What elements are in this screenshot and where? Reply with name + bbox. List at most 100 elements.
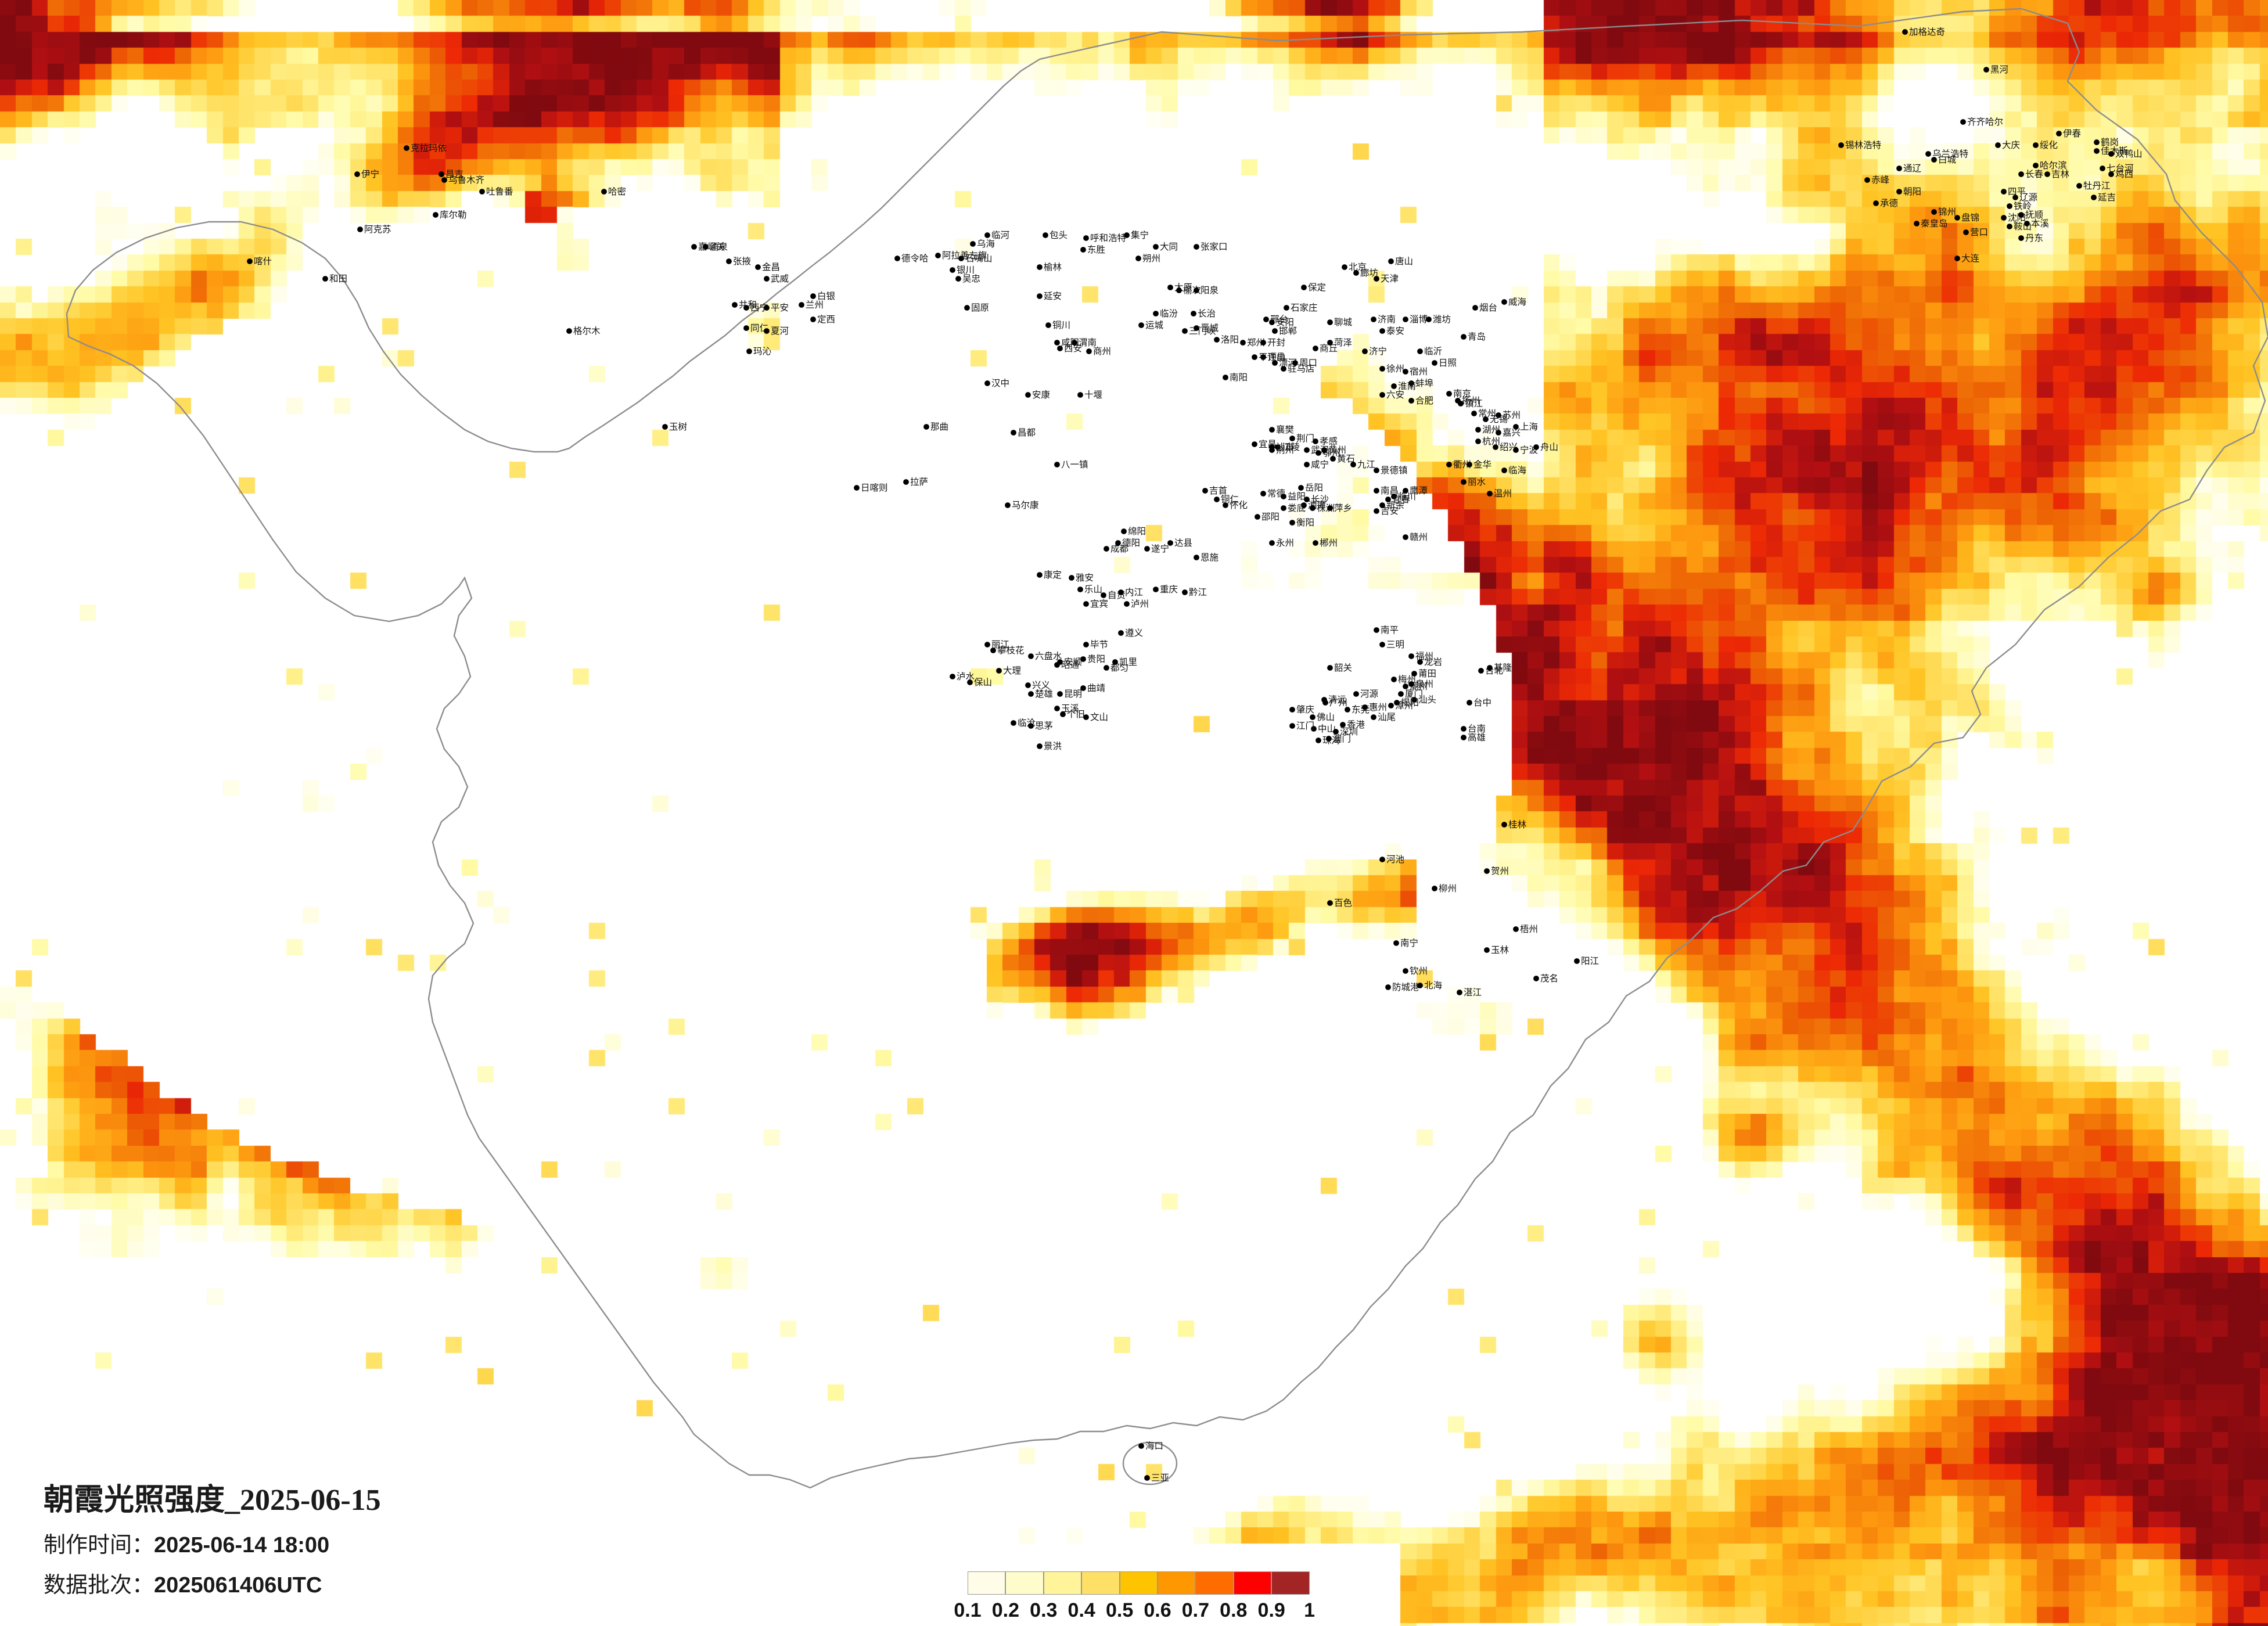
svg-text:舟山: 舟山 (1540, 442, 1558, 452)
svg-text:临汾: 临汾 (1160, 308, 1178, 319)
svg-text:周口: 周口 (1299, 358, 1317, 368)
svg-text:拉萨: 拉萨 (910, 477, 928, 487)
svg-text:合肥: 合肥 (1415, 395, 1433, 406)
svg-text:阿拉善左旗: 阿拉善左旗 (942, 250, 987, 261)
svg-text:杭州: 杭州 (1482, 436, 1500, 447)
svg-text:湛江: 湛江 (1464, 987, 1482, 998)
svg-text:延安: 延安 (1044, 291, 1062, 301)
svg-text:铜川: 铜川 (1052, 320, 1070, 330)
svg-text:三门峡: 三门峡 (1189, 326, 1216, 336)
svg-text:吉安: 吉安 (1381, 506, 1399, 516)
svg-text:商州: 商州 (1093, 346, 1111, 357)
svg-text:廊坊: 廊坊 (1360, 268, 1378, 278)
svg-text:烟台: 烟台 (1479, 303, 1497, 313)
svg-text:九江: 九江 (1357, 459, 1375, 470)
svg-text:重庆: 重庆 (1160, 584, 1178, 595)
svg-text:加格达奇: 加格达奇 (1909, 27, 1945, 37)
svg-text:日照: 日照 (1439, 358, 1457, 368)
svg-text:咸宁: 咸宁 (1311, 459, 1329, 470)
svg-text:三亚: 三亚 (1151, 1473, 1169, 1483)
svg-text:榆林: 榆林 (1044, 262, 1062, 272)
svg-text:马尔康: 马尔康 (1012, 500, 1039, 510)
svg-text:吉林: 吉林 (2051, 169, 2070, 179)
svg-text:蚌埠: 蚌埠 (1415, 378, 1433, 388)
svg-text:泸水: 泸水 (957, 671, 975, 682)
svg-text:青岛: 青岛 (1468, 332, 1486, 342)
svg-text:乌鲁木齐: 乌鲁木齐 (448, 175, 484, 185)
svg-text:梧州: 梧州 (1520, 924, 1538, 934)
svg-text:大连: 大连 (1961, 253, 1980, 264)
svg-text:南宁: 南宁 (1400, 938, 1418, 948)
svg-text:淄博: 淄博 (1410, 314, 1428, 325)
svg-text:昆明: 昆明 (1064, 689, 1082, 699)
svg-text:黔江: 黔江 (1189, 587, 1207, 598)
svg-text:唐山: 唐山 (1395, 256, 1413, 267)
svg-text:临河: 临河 (991, 230, 1009, 240)
svg-text:个旧: 个旧 (1067, 709, 1085, 720)
svg-text:武威: 武威 (771, 274, 789, 284)
svg-text:齐齐哈尔: 齐齐哈尔 (1967, 117, 2003, 127)
svg-text:德阳: 德阳 (1122, 538, 1140, 548)
svg-text:台中: 台中 (1473, 697, 1491, 708)
svg-text:长治: 长治 (1198, 308, 1216, 319)
svg-text:温州: 温州 (1494, 488, 1512, 499)
svg-text:赣州: 赣州 (1410, 532, 1428, 542)
svg-text:共和: 共和 (739, 300, 757, 310)
svg-text:威海: 威海 (1508, 297, 1526, 307)
svg-text:济宁: 济宁 (1369, 346, 1387, 357)
svg-text:衢州: 衢州 (1453, 459, 1471, 470)
svg-text:乐山: 乐山 (1084, 584, 1102, 595)
svg-text:佛山: 佛山 (1317, 712, 1335, 722)
svg-text:临沂: 临沂 (1424, 346, 1442, 357)
svg-text:吴忠: 吴忠 (962, 274, 980, 284)
svg-text:大庆: 大庆 (2002, 140, 2020, 150)
svg-text:思茅: 思茅 (1035, 721, 1053, 731)
svg-text:韶关: 韶关 (1334, 663, 1352, 673)
svg-text:锡林浩特: 锡林浩特 (1845, 140, 1881, 150)
svg-text:固原: 固原 (971, 303, 989, 313)
svg-text:北海: 北海 (1424, 980, 1442, 991)
svg-text:贺州: 贺州 (1491, 866, 1509, 876)
svg-text:曲靖: 曲靖 (1087, 683, 1105, 693)
svg-text:保山: 保山 (974, 677, 992, 688)
svg-text:福州: 福州 (1415, 651, 1433, 661)
svg-text:那曲: 那曲 (930, 422, 948, 432)
svg-text:包头: 包头 (1049, 230, 1067, 240)
svg-text:承德: 承德 (1880, 198, 1898, 208)
svg-text:绥化: 绥化 (2040, 140, 2058, 150)
svg-text:牡丹江: 牡丹江 (2083, 181, 2111, 191)
svg-text:衡阳: 衡阳 (1296, 517, 1314, 528)
svg-text:萍乡: 萍乡 (1334, 503, 1352, 513)
svg-text:白城: 白城 (1938, 154, 1957, 165)
svg-text:六盘水: 六盘水 (1035, 650, 1062, 661)
svg-text:茂名: 茂名 (1540, 973, 1558, 984)
svg-text:扬州: 扬州 (1462, 395, 1480, 406)
svg-text:秦皇岛: 秦皇岛 (1921, 218, 1948, 229)
svg-text:康定: 康定 (1044, 570, 1062, 580)
svg-text:喀什: 喀什 (254, 256, 272, 267)
svg-text:金华: 金华 (1473, 459, 1491, 470)
svg-text:呼和浩特: 呼和浩特 (1090, 233, 1126, 243)
svg-text:襄樊: 襄樊 (1276, 424, 1294, 435)
svg-text:吐鲁番: 吐鲁番 (486, 186, 513, 197)
svg-text:莆田: 莆田 (1418, 668, 1436, 679)
svg-text:岳阳: 岳阳 (1305, 483, 1323, 493)
svg-text:雅安: 雅安 (1076, 573, 1094, 583)
svg-text:泉州: 泉州 (1415, 679, 1433, 689)
svg-text:柳州: 柳州 (1439, 883, 1457, 894)
svg-text:郴州: 郴州 (1320, 538, 1338, 548)
svg-text:汉中: 汉中 (991, 378, 1009, 388)
svg-text:惠州: 惠州 (1369, 702, 1387, 713)
svg-text:赤峰: 赤峰 (1871, 175, 1889, 185)
svg-text:天津: 天津 (1381, 274, 1399, 284)
svg-text:贵阳: 贵阳 (1087, 654, 1105, 664)
svg-text:河池: 河池 (1386, 854, 1404, 865)
svg-text:阳泉: 阳泉 (1201, 285, 1219, 296)
svg-text:菏泽: 菏泽 (1334, 337, 1352, 348)
svg-text:高雄: 高雄 (1468, 732, 1486, 743)
svg-text:克拉玛依: 克拉玛依 (411, 143, 447, 153)
svg-text:黑河: 黑河 (1990, 64, 2008, 75)
svg-text:景洪: 景洪 (1044, 741, 1062, 751)
svg-text:洛阳: 洛阳 (1221, 334, 1239, 345)
svg-text:长春: 长春 (2025, 169, 2043, 179)
